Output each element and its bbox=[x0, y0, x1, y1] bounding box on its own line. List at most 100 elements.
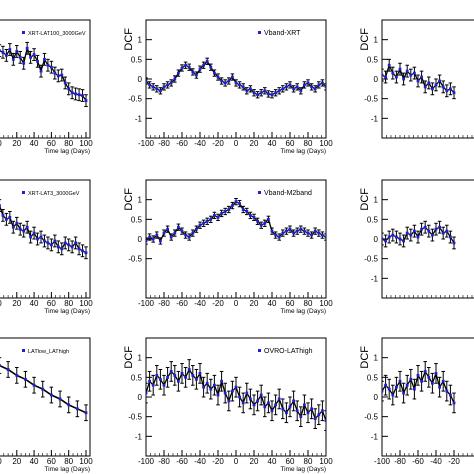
data-point bbox=[198, 67, 202, 71]
data-point bbox=[205, 219, 209, 223]
data-point bbox=[77, 93, 81, 97]
y-tick-label: -1 bbox=[371, 274, 379, 283]
data-point bbox=[281, 407, 285, 411]
y-tick-label: -1 bbox=[135, 114, 143, 123]
data-point bbox=[184, 63, 187, 67]
legend-marker bbox=[22, 31, 25, 34]
data-point bbox=[155, 233, 159, 237]
y-tick-label: -0.5 bbox=[128, 413, 142, 422]
data-point bbox=[449, 235, 452, 239]
data-point bbox=[4, 54, 8, 57]
data-point bbox=[249, 87, 252, 91]
x-tick-label: -80 bbox=[158, 457, 170, 466]
data-point bbox=[292, 399, 295, 403]
data-point bbox=[452, 401, 456, 405]
data-point bbox=[151, 237, 155, 241]
y-tick-label: 1 bbox=[374, 354, 379, 363]
data-point bbox=[180, 372, 184, 375]
data-point bbox=[11, 225, 15, 229]
series bbox=[146, 359, 326, 431]
data-point bbox=[180, 229, 184, 233]
data-point bbox=[18, 55, 22, 59]
data-point bbox=[416, 373, 420, 377]
data-point bbox=[263, 221, 267, 225]
x-tick-label: -100 bbox=[138, 139, 155, 148]
data-point bbox=[270, 93, 274, 97]
data-point bbox=[313, 87, 317, 91]
data-point bbox=[270, 229, 274, 233]
data-point bbox=[249, 214, 252, 217]
data-point bbox=[452, 91, 456, 95]
series bbox=[0, 199, 88, 260]
data-point bbox=[256, 93, 259, 97]
legend-label: XRT-LAT100_3000GeV bbox=[28, 31, 86, 37]
data-point bbox=[43, 57, 46, 61]
data-point bbox=[317, 231, 321, 235]
data-point bbox=[238, 395, 241, 399]
data-point bbox=[438, 225, 441, 229]
x-tick-label: -80 bbox=[394, 457, 406, 466]
data-point bbox=[148, 379, 151, 383]
data-point bbox=[195, 73, 198, 77]
data-point bbox=[256, 219, 259, 223]
x-tick-label: 80 bbox=[304, 139, 313, 148]
x-tick-label: -80 bbox=[158, 139, 170, 148]
y-tick-label: 0.5 bbox=[367, 215, 379, 224]
y-tick-label: 0.5 bbox=[367, 373, 379, 382]
y-axis-label: DCF bbox=[359, 188, 371, 211]
y-tick-label: 0 bbox=[374, 75, 379, 84]
data-point bbox=[77, 247, 81, 251]
data-point bbox=[252, 403, 256, 407]
data-point bbox=[391, 393, 395, 397]
data-point bbox=[187, 368, 191, 371]
y-tick-label: -1 bbox=[135, 432, 143, 441]
data-point bbox=[4, 217, 8, 221]
data-point bbox=[234, 385, 238, 389]
data-point bbox=[445, 89, 449, 93]
data-point bbox=[413, 71, 416, 75]
data-point bbox=[70, 91, 74, 95]
data-point bbox=[173, 77, 177, 81]
data-point bbox=[288, 227, 292, 231]
data-point bbox=[198, 223, 202, 227]
x-tick-label: 20 bbox=[12, 457, 21, 466]
data-point bbox=[277, 235, 281, 239]
data-point bbox=[245, 210, 249, 213]
x-tick-label: 100 bbox=[319, 299, 333, 308]
x-tick-label: 40 bbox=[268, 299, 277, 308]
data-point bbox=[32, 53, 36, 57]
data-point bbox=[295, 409, 299, 413]
data-point bbox=[70, 245, 74, 249]
data-point bbox=[238, 83, 241, 87]
data-point bbox=[46, 63, 50, 67]
data-point bbox=[438, 79, 441, 83]
data-point bbox=[209, 65, 213, 69]
data-point bbox=[288, 83, 292, 87]
panel-top-middle: -100 -80 -60 -40 -20 0 20 40 60 80 100 -1 -0.5 0 0.5 1D… bbox=[123, 19, 333, 155]
data-point bbox=[384, 383, 387, 387]
data-point bbox=[18, 227, 22, 231]
y-axis-label: DCF bbox=[123, 28, 135, 51]
x-tick-label: 0 bbox=[234, 139, 239, 148]
data-point bbox=[8, 215, 12, 219]
x-tick-label: 60 bbox=[47, 139, 56, 148]
data-point bbox=[306, 81, 310, 85]
data-point bbox=[220, 212, 223, 215]
plot-frame bbox=[381, 179, 474, 299]
y-tick-label: 0.5 bbox=[131, 55, 143, 64]
data-point bbox=[313, 417, 317, 421]
data-point bbox=[387, 387, 391, 391]
data-point bbox=[205, 381, 209, 385]
data-point bbox=[36, 59, 39, 63]
x-tick-label: -20 bbox=[212, 139, 224, 148]
data-point bbox=[67, 243, 71, 247]
y-tick-label: -0.5 bbox=[128, 255, 142, 264]
data-point bbox=[74, 241, 78, 245]
x-tick-label: 0 bbox=[0, 299, 2, 308]
data-point bbox=[416, 79, 420, 83]
data-point bbox=[321, 81, 324, 85]
data-point bbox=[452, 241, 456, 245]
x-axis-label: Time lag (Days) bbox=[280, 308, 326, 315]
data-point bbox=[398, 379, 402, 383]
